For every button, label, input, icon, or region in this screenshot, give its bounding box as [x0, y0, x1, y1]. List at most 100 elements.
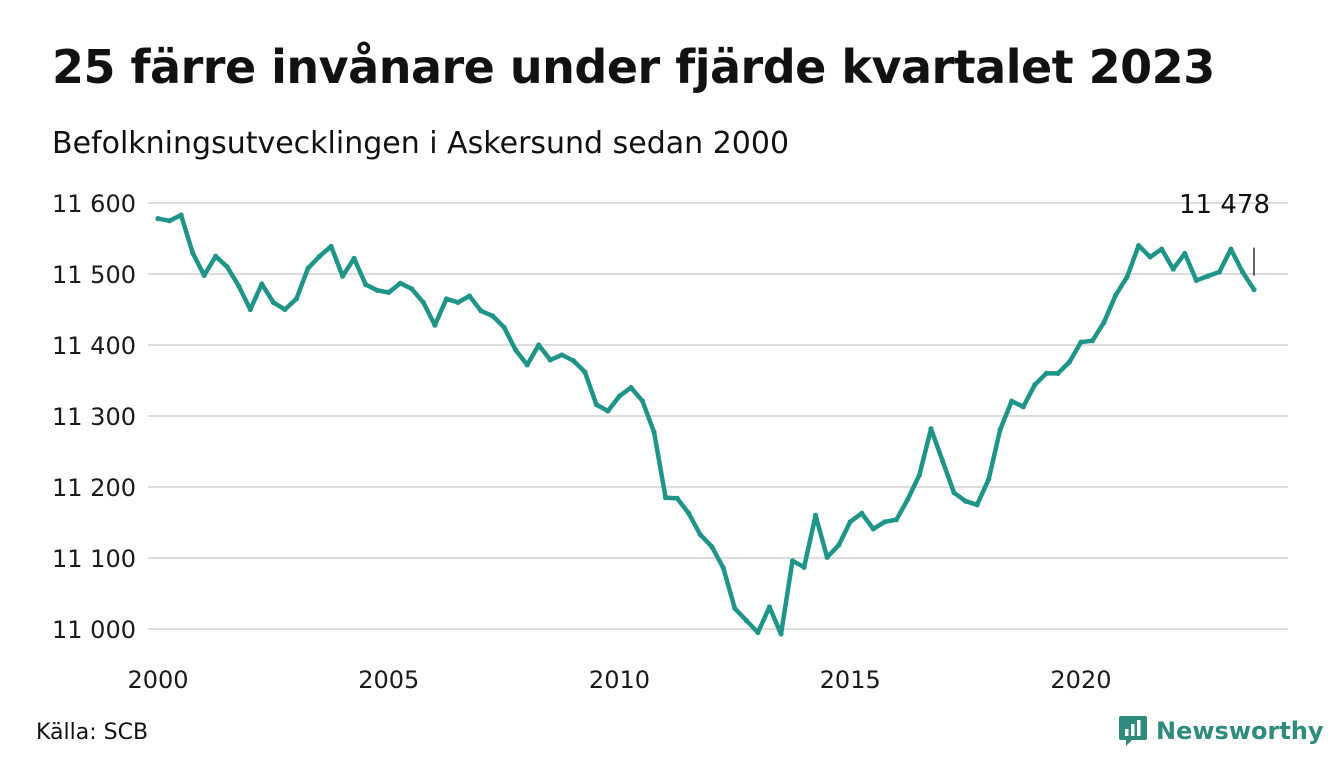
data-point — [824, 554, 830, 560]
data-point — [339, 273, 346, 279]
data-point — [789, 558, 796, 564]
data-point — [836, 542, 842, 548]
y-tick-label: 11 000 — [52, 616, 136, 644]
data-point — [190, 250, 196, 256]
data-point — [582, 369, 588, 375]
data-point — [363, 282, 369, 288]
data-point — [720, 565, 726, 571]
data-point — [1009, 398, 1015, 404]
data-point — [882, 519, 888, 525]
data-point — [201, 272, 207, 279]
data-point — [1193, 277, 1199, 283]
data-point — [893, 517, 899, 523]
data-point — [397, 280, 403, 286]
x-tick-label: 2005 — [358, 666, 419, 694]
data-point — [443, 296, 450, 302]
data-point — [732, 605, 738, 612]
data-point — [628, 385, 634, 391]
y-tick-label: 11 400 — [52, 332, 136, 360]
data-point — [847, 519, 853, 525]
data-point — [247, 306, 253, 313]
data-point — [951, 490, 957, 496]
y-tick-label: 11 600 — [52, 190, 136, 218]
chart-subtitle: Befolkningsutvecklingen i Askersund seda… — [52, 126, 790, 161]
data-point — [224, 264, 230, 270]
data-point — [766, 604, 773, 610]
data-point — [236, 283, 242, 289]
data-point — [420, 299, 426, 305]
data-point — [455, 299, 461, 305]
data-point — [986, 476, 992, 482]
data-point — [1228, 246, 1234, 252]
data-point — [1136, 243, 1142, 249]
data-point — [501, 324, 507, 330]
data-point — [651, 429, 657, 435]
data-point — [351, 255, 357, 261]
data-point — [1205, 273, 1211, 279]
data-point — [259, 281, 265, 287]
y-tick-label: 11 500 — [52, 261, 136, 289]
data-point — [974, 502, 980, 508]
data-point — [524, 362, 530, 368]
data-point — [409, 286, 415, 292]
source-note: Källa: SCB — [36, 720, 149, 745]
data-point — [536, 342, 542, 348]
data-point — [1066, 359, 1073, 365]
data-point — [616, 393, 623, 399]
data-point — [605, 408, 611, 414]
data-point — [928, 426, 934, 432]
data-point — [962, 498, 969, 504]
data-point — [316, 253, 323, 259]
data-point — [778, 631, 784, 637]
data-point — [466, 293, 473, 299]
line-chart: 11 000 11 100 11 200 11 300 11 400 11 500 11 6… — [52, 190, 1288, 694]
data-point — [593, 402, 600, 408]
data-point — [755, 629, 761, 636]
series-layer — [155, 212, 1257, 637]
x-tick-label: 2015 — [820, 666, 881, 694]
chart-bubble-icon — [1119, 716, 1147, 746]
data-point — [432, 322, 438, 328]
data-point — [328, 243, 334, 249]
data-point — [743, 617, 749, 624]
data-point — [1159, 246, 1165, 252]
data-point — [1124, 274, 1130, 280]
data-point — [1112, 292, 1119, 298]
data-point — [859, 510, 865, 516]
grid-lines — [148, 202, 1288, 630]
data-point — [270, 299, 276, 305]
annotation-layer: 11 478 — [1179, 190, 1270, 276]
data-point — [213, 253, 219, 259]
data-point — [513, 347, 519, 353]
data-point — [801, 564, 807, 570]
data-point — [1251, 287, 1257, 293]
y-tick-label: 11 100 — [52, 545, 136, 573]
data-point — [1055, 370, 1061, 376]
data-point — [1089, 338, 1096, 344]
data-point — [178, 212, 184, 218]
data-point — [686, 510, 692, 516]
last-value-label: 11 478 — [1179, 190, 1270, 220]
data-point — [478, 308, 484, 314]
brand-logo: Newsworthy — [1118, 714, 1324, 748]
data-point — [166, 218, 173, 224]
data-point — [905, 496, 911, 502]
data-point — [663, 495, 669, 501]
brand-name: Newsworthy — [1156, 717, 1324, 745]
data-point — [639, 398, 646, 404]
data-point — [1182, 250, 1188, 257]
data-point — [813, 512, 819, 519]
data-point — [870, 526, 876, 532]
series-line — [155, 212, 1257, 637]
x-tick-label: 2010 — [589, 666, 650, 694]
data-point — [916, 472, 923, 478]
data-point — [282, 306, 288, 313]
data-point — [1147, 254, 1153, 260]
y-tick-label: 11 200 — [52, 474, 136, 502]
y-axis-ticks: 11 000 11 100 11 200 11 300 11 400 11 500 11 6… — [52, 190, 136, 644]
data-point — [559, 352, 565, 358]
data-point — [1101, 319, 1107, 325]
data-point — [709, 544, 715, 550]
data-point — [489, 313, 496, 319]
data-point — [155, 216, 161, 222]
